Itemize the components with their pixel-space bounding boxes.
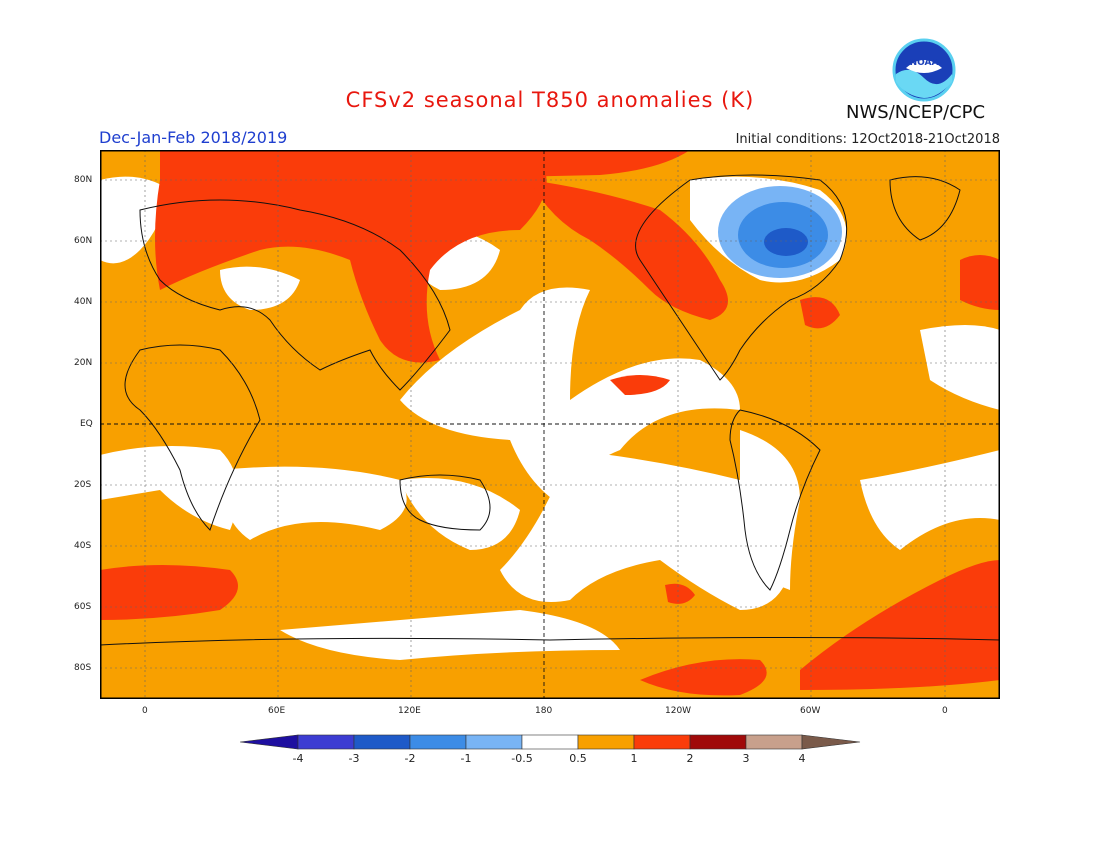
- lon-label: 60W: [800, 706, 821, 716]
- warm-tropical-pacific: [610, 375, 670, 395]
- neutral-australia: [400, 478, 520, 550]
- agency-label: NWS/NCEP/CPC: [846, 102, 986, 123]
- lat-label: 60S: [74, 602, 92, 612]
- lat-label: 40N: [74, 297, 93, 307]
- legend-color-box: [689, 734, 747, 750]
- color-legend: -4 -3 -2 -1 -0.5 0.5 1 2 3 4: [239, 734, 862, 765]
- noaa-logo-text: NOAA: [910, 58, 939, 68]
- lat-label: 40S: [74, 541, 92, 551]
- neutral-southern-ocean: [280, 610, 620, 660]
- warm-regions: [100, 150, 1000, 696]
- neutral-south-pacific: [500, 450, 790, 610]
- noaa-logo-icon: NOAA: [892, 38, 956, 102]
- coast-antarctica: [100, 637, 1000, 646]
- lat-label: 80S: [74, 663, 92, 673]
- legend-color-box: [465, 734, 523, 750]
- coast-africa: [124, 344, 261, 531]
- legend-color-box: [353, 734, 411, 750]
- equator-dateline: [100, 150, 1000, 699]
- initial-conditions-label: Initial conditions: 12Oct2018-21Oct2018: [735, 132, 1000, 147]
- legend-tick-label: -3: [348, 752, 360, 765]
- warm-southern-indian: [100, 565, 238, 620]
- legend-color-box: [577, 734, 635, 750]
- legend-color-box: [521, 734, 579, 750]
- legend-tick-label: 2: [686, 752, 694, 765]
- legend-tick-label: 1: [630, 752, 638, 765]
- coast-eurasia: [139, 199, 451, 391]
- neutral-central-asia: [220, 266, 300, 310]
- lon-label: 0: [142, 706, 148, 716]
- anomaly-map: [100, 150, 1000, 699]
- map-title: CFSv2 seasonal T850 anomalies (K): [345, 88, 755, 112]
- coast-greenland: [889, 176, 961, 241]
- legend-color-box: [745, 734, 803, 750]
- coast-north-america: [635, 174, 848, 381]
- warm-east-europe: [960, 255, 1000, 310]
- lon-label: 120E: [398, 706, 421, 716]
- legend-bar: [239, 734, 861, 750]
- neutral-tropical-pacific: [400, 287, 740, 510]
- legend-arrow-right: [801, 734, 861, 750]
- legend-arrow-left: [239, 734, 299, 750]
- neutral-europe: [100, 176, 170, 264]
- legend-tick-label: -4: [292, 752, 304, 765]
- lon-label: 180: [535, 706, 553, 716]
- lon-label: 120W: [665, 706, 692, 716]
- neutral-far-right: [920, 325, 1000, 410]
- lon-label: 0: [942, 706, 948, 716]
- legend-tick-label: -2: [404, 752, 416, 765]
- legend-color-box: [633, 734, 691, 750]
- legend-tick-label: 3: [742, 752, 750, 765]
- warm-north-atlantic: [800, 297, 840, 329]
- lat-label: EQ: [80, 419, 93, 429]
- legend-color-box: [297, 734, 355, 750]
- map-frame: [100, 150, 1000, 699]
- legend-tick-label: -1: [460, 752, 472, 765]
- cold-dark: [764, 228, 808, 256]
- cold-anomaly-canada: [718, 186, 842, 278]
- lat-label: 60N: [74, 236, 93, 246]
- gridlines: [100, 150, 1000, 699]
- legend-tick-label: -0.5: [511, 752, 533, 765]
- legend-tick-label: 0.5: [569, 752, 587, 765]
- season-label: Dec-Jan-Feb 2018/2019: [99, 128, 288, 147]
- coast-australia: [399, 474, 491, 531]
- warm-north-asia: [155, 160, 547, 363]
- warm-south-pacific-spot: [665, 583, 695, 604]
- legend-color-box: [409, 734, 467, 750]
- warm-alaska-canada: [530, 180, 728, 320]
- legend-tick-label: 4: [798, 752, 806, 765]
- lat-label: 80N: [74, 175, 93, 185]
- coastlines: [100, 174, 1000, 646]
- neutral-south-atlantic: [860, 450, 1000, 550]
- warm-arctic-top: [160, 150, 690, 180]
- lat-label: 20N: [74, 358, 93, 368]
- lon-label: 60E: [268, 706, 286, 716]
- warm-southwest-atlantic: [800, 560, 1000, 690]
- coast-south-america: [729, 409, 821, 591]
- neutral-africa-south: [100, 446, 238, 530]
- lat-label: 20S: [74, 480, 92, 490]
